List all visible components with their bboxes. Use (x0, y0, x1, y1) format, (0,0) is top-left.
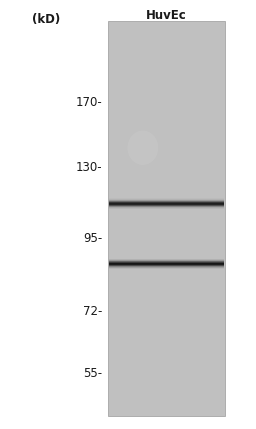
Text: 130-: 130- (76, 161, 102, 174)
Text: (kD): (kD) (32, 13, 60, 26)
Text: HuvEc: HuvEc (146, 9, 187, 21)
Text: 95-: 95- (83, 232, 102, 245)
Bar (108, 21, 225, 416)
Text: 170-: 170- (76, 97, 102, 109)
Ellipse shape (127, 130, 158, 165)
Text: 55-: 55- (83, 367, 102, 380)
Text: 72-: 72- (83, 305, 102, 317)
